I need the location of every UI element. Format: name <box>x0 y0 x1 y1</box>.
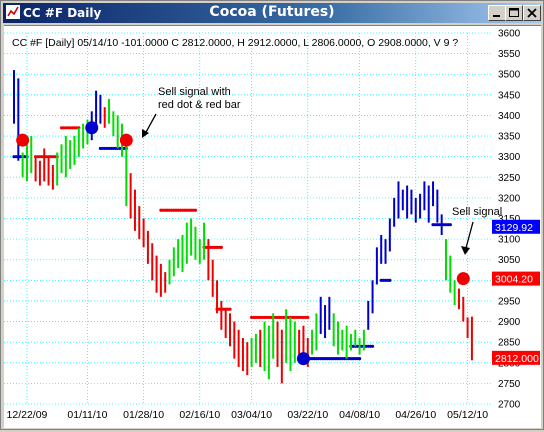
minimize-icon <box>493 15 500 17</box>
window-title: CC #F Daily <box>23 6 102 20</box>
price-label-text: 3004.20 <box>495 274 533 286</box>
y-tick-label: 3350 <box>498 132 521 143</box>
annotation-arrow-1 <box>144 113 157 135</box>
x-tick-label: 02/16/10 <box>179 409 220 421</box>
y-tick-label: 3300 <box>498 152 521 163</box>
y-tick-label: 2700 <box>498 400 521 411</box>
y-tick-label: 3150 <box>498 214 521 225</box>
x-tick-label: 01/28/10 <box>123 409 164 421</box>
signal-dot <box>16 133 30 147</box>
signal-dot <box>456 272 470 286</box>
signal-dots <box>16 121 470 366</box>
chart-title: Cocoa (Futures) <box>209 4 335 20</box>
stop-dot <box>448 223 452 227</box>
annotation-arrow-2 <box>465 221 474 249</box>
x-tick-label: 04/26/10 <box>395 409 436 421</box>
y-tick-label: 3200 <box>498 193 521 204</box>
y-tick-label: 3500 <box>498 70 521 81</box>
x-axis: 12/22/09 01/11/10 01/28/10 02/16/10 03/04/10… <box>7 409 489 421</box>
price-labels: 3129.92 3004.20 2812.000 <box>492 219 540 365</box>
stop-dot <box>388 278 392 282</box>
price-label-box <box>492 350 540 365</box>
signal-dot <box>119 133 133 147</box>
sell-signal-annotation-line2: red dot & red bar <box>158 99 241 111</box>
chart-app-icon <box>6 5 20 19</box>
price-label-text: 3129.92 <box>495 222 533 234</box>
price-label-box <box>492 219 540 234</box>
x-tick-label: 01/11/10 <box>67 409 107 421</box>
signal-dot <box>85 121 99 135</box>
stop-dot <box>228 307 232 311</box>
signal-dot <box>296 352 310 366</box>
price-label-text: 2812.000 <box>495 353 539 365</box>
price-chart[interactable]: 2700275028002850290029503000305031003150… <box>4 26 541 428</box>
stop-dot <box>370 344 375 348</box>
title-bar[interactable]: CC #F Daily Cocoa (Futures) <box>3 3 541 23</box>
y-tick-label: 3050 <box>498 255 521 266</box>
y-tick-label: 3100 <box>498 235 521 246</box>
sell-signal-annotation-line1: Sell signal with <box>158 86 231 98</box>
y-tick-label: 2950 <box>498 296 521 307</box>
stop-dot <box>358 357 362 361</box>
annotation-arrowhead-2 <box>461 246 470 255</box>
stop-dot <box>306 315 310 320</box>
y-tick-label: 3600 <box>498 29 521 40</box>
chart-panel[interactable]: 2700275028002850290029503000305031003150… <box>4 25 541 428</box>
x-tick-label: 03/22/10 <box>287 409 328 421</box>
y-tick-label: 3250 <box>498 173 521 184</box>
y-tick-label: 3550 <box>498 49 521 60</box>
y-tick-label: 3400 <box>498 111 521 122</box>
price-bars <box>13 70 473 384</box>
minimize-button[interactable] <box>488 5 506 21</box>
stop-dot <box>219 245 223 249</box>
x-tick-label: 05/12/10 <box>447 409 488 421</box>
maximize-button[interactable] <box>505 5 523 21</box>
price-label-box <box>492 271 540 286</box>
x-tick-label: 03/04/10 <box>231 409 272 421</box>
y-tick-label: 3450 <box>498 90 521 101</box>
y-axis: 2700275028002850290029503000305031003150… <box>498 29 521 411</box>
close-icon <box>527 8 537 18</box>
stop-dot <box>193 208 198 212</box>
y-tick-label: 2900 <box>498 317 521 328</box>
y-tick-label: 2850 <box>498 338 521 349</box>
annotation-arrowhead-1 <box>142 129 149 138</box>
sell-signal-annotation-2: Sell signal <box>452 206 502 218</box>
maximize-icon <box>509 8 519 17</box>
y-tick-label: 2750 <box>498 379 521 390</box>
x-tick-label: 04/08/10 <box>339 409 380 421</box>
x-tick-label: 12/22/09 <box>7 409 48 421</box>
close-button[interactable] <box>523 5 541 21</box>
ohlc-header: CC #F [Daily] 05/14/10 -101.0000 C 2812.… <box>12 37 458 49</box>
